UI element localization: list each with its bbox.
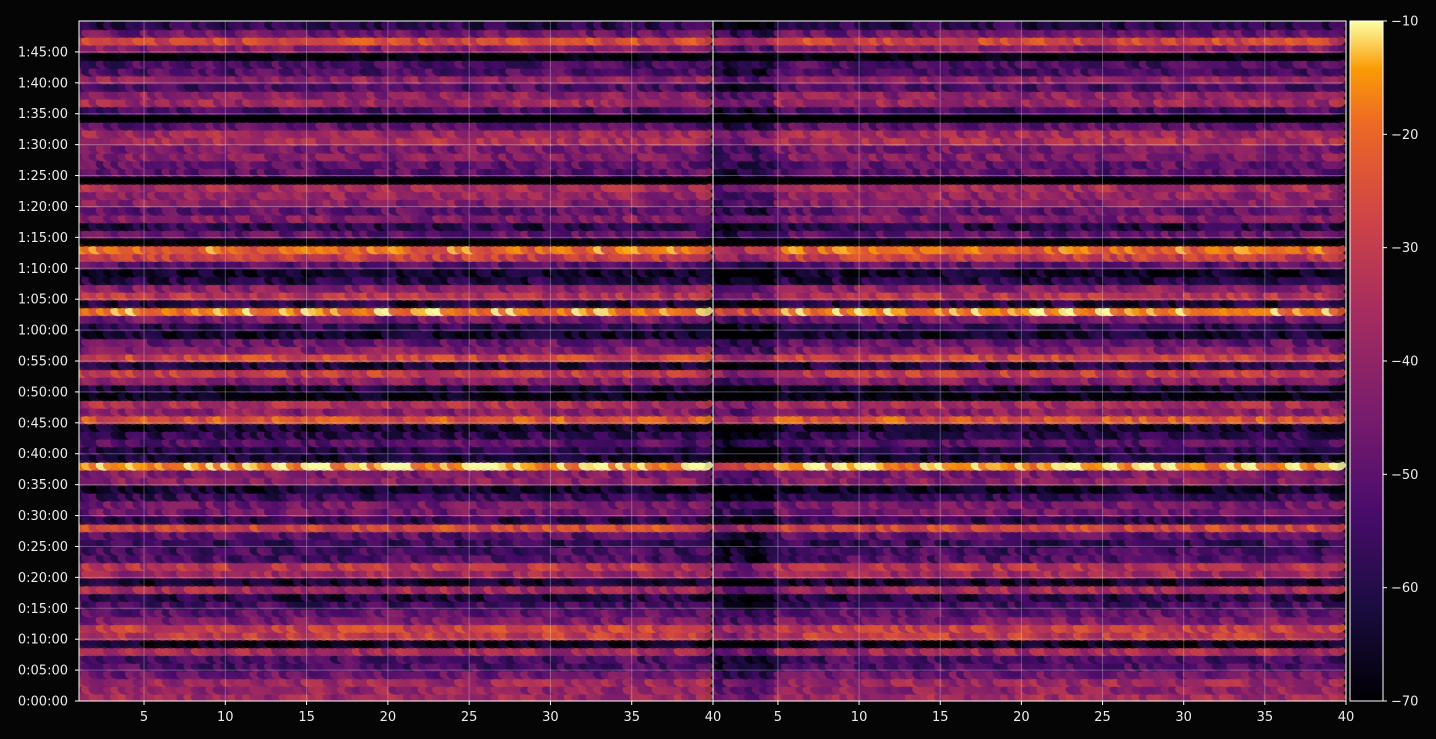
heatmap-cell <box>695 668 713 680</box>
heatmap-cell <box>695 645 713 657</box>
heatmap-cell <box>695 614 713 626</box>
heatmap-panel-left <box>79 21 713 701</box>
